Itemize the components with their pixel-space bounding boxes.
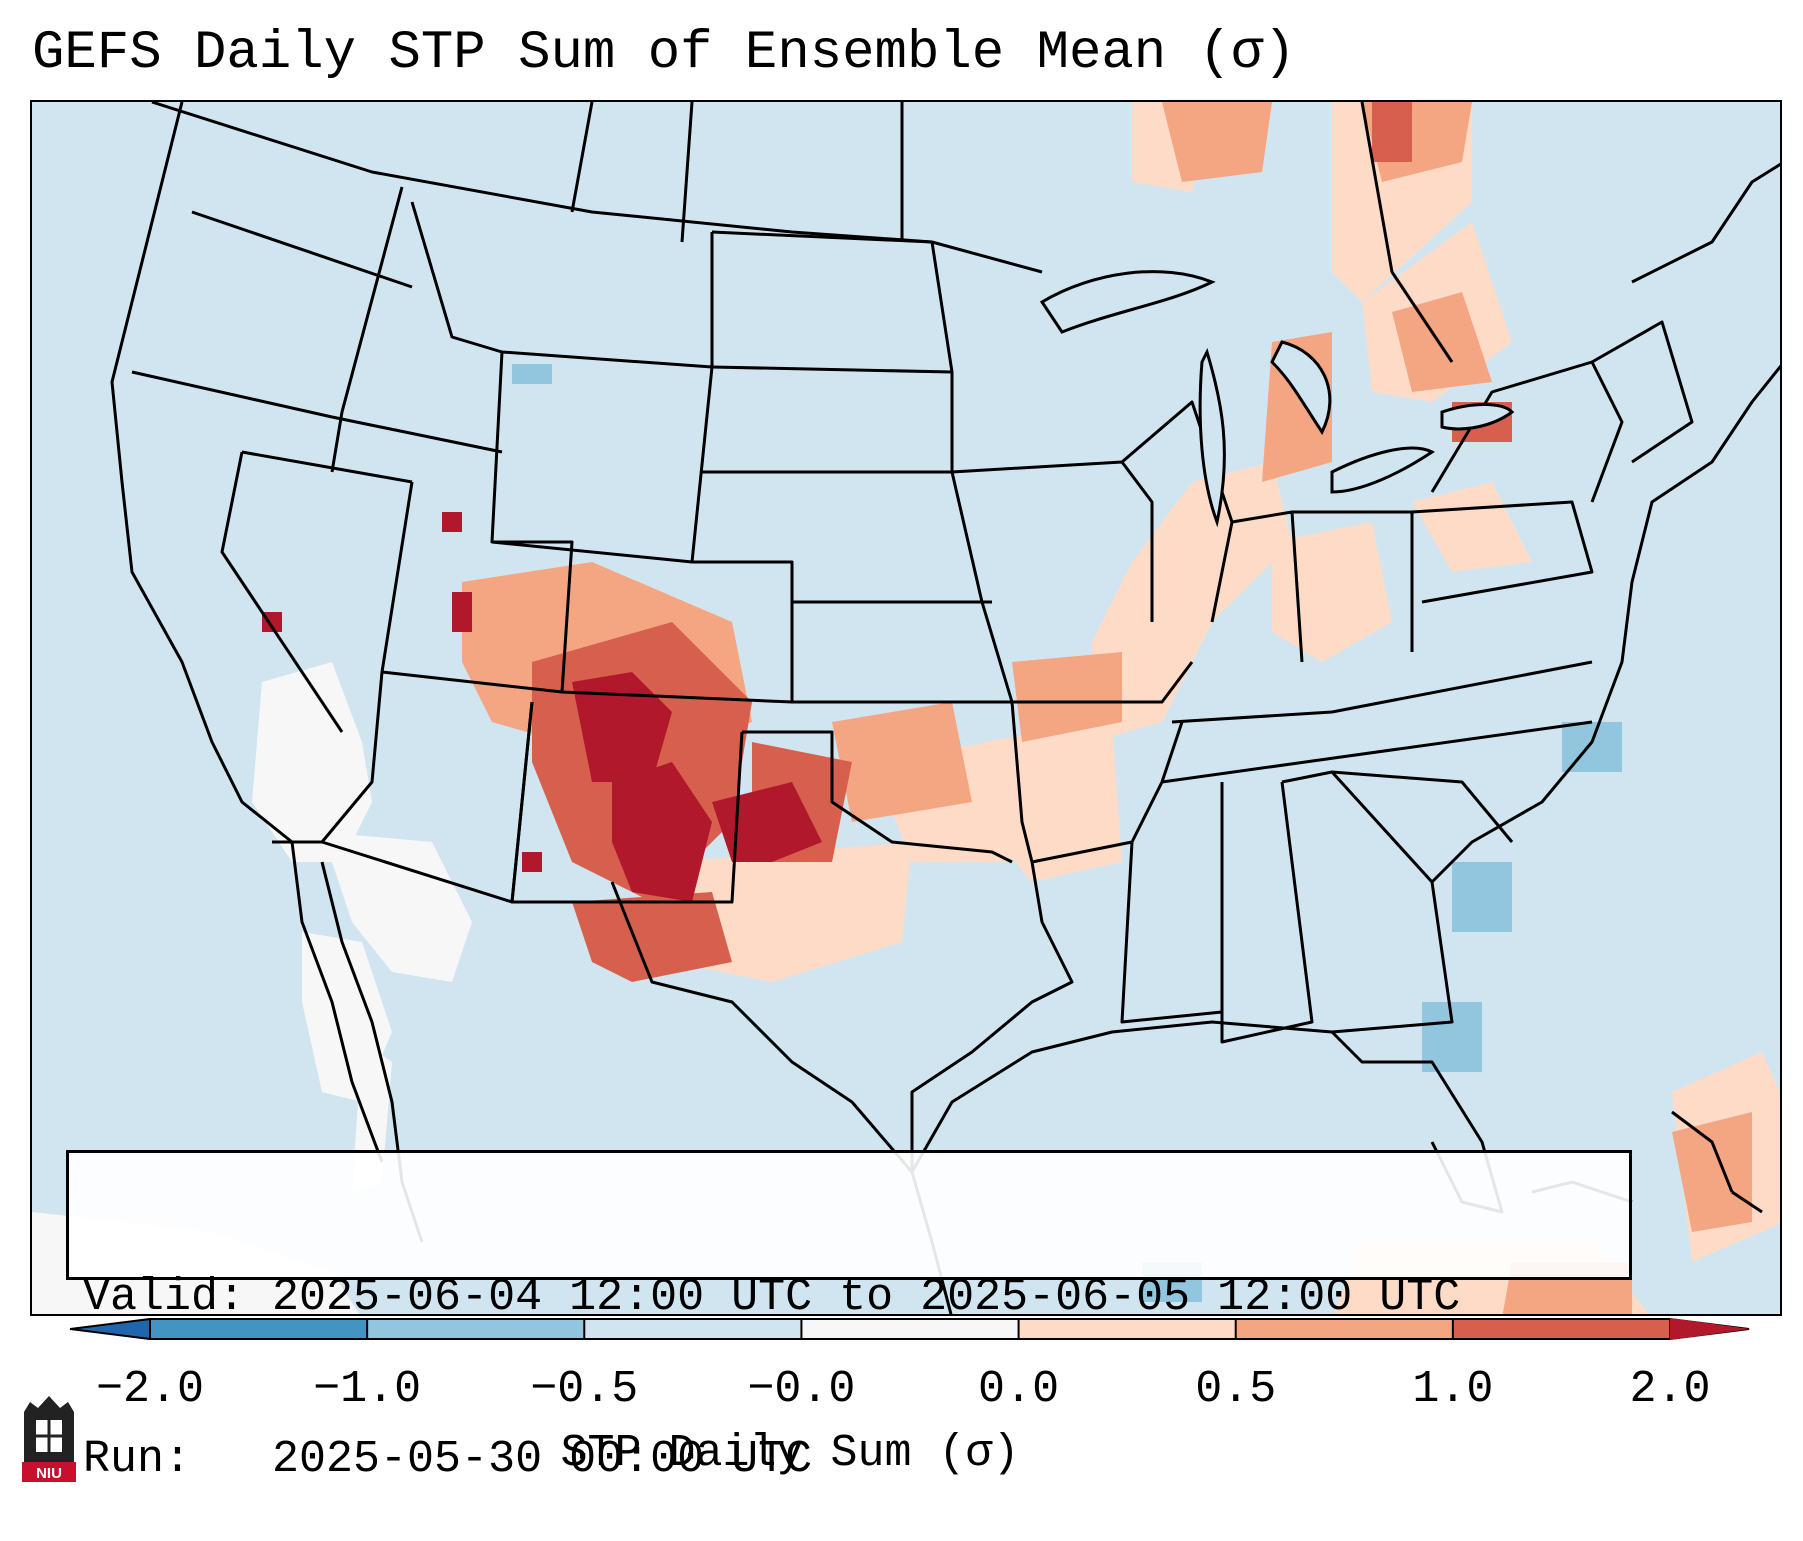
colorbar-segments xyxy=(70,1318,1750,1340)
light-positive-areas xyxy=(672,102,1780,1314)
nevada-north-border xyxy=(241,450,413,484)
wa-or-border xyxy=(191,210,413,289)
missouri-arkansas-border xyxy=(1012,661,1194,704)
valid-time-text: Valid: 2025-06-04 12:00 UTC to 2025-06-0… xyxy=(83,1272,1461,1323)
colorbar-tick-label: 0.0 xyxy=(978,1364,1060,1415)
logo-text: NIU xyxy=(36,1465,62,1482)
logo-banner xyxy=(22,1462,76,1482)
texas-border xyxy=(610,861,1074,1174)
run-time-text: Run: 2025-05-30 00:00 UTC xyxy=(83,1434,813,1485)
tennessee-south-border xyxy=(1161,720,1593,784)
colorbar-segment xyxy=(584,1318,802,1340)
negative-cell-montana xyxy=(512,364,552,384)
positive-area-ohio-valley xyxy=(1092,462,1292,742)
extreme-cell-idaho xyxy=(442,512,462,532)
arkansas-louisiana-border xyxy=(1031,721,1184,864)
colorbar-segment xyxy=(801,1318,1020,1340)
idaho-west-border xyxy=(330,186,404,473)
carolina-border xyxy=(1331,770,1514,843)
canada-border-west xyxy=(151,102,1043,274)
north-dakota-north xyxy=(711,230,933,244)
lake-huron xyxy=(1270,340,1332,435)
oklahoma-texas-border xyxy=(742,730,1013,864)
chart-title: GEFS Daily STP Sum of Ensemble Mean (σ) xyxy=(32,23,1296,84)
ontario-quebec-border xyxy=(1360,102,1454,363)
nd-sd-border xyxy=(711,365,953,374)
alberta-saskatchewan-border xyxy=(570,102,594,213)
coastlines xyxy=(110,102,1780,1314)
extreme-cell-new-mexico xyxy=(522,852,542,872)
california-nevada-border xyxy=(220,451,344,733)
extreme-area-oklahoma-panhandle xyxy=(572,672,672,782)
wyoming-border xyxy=(490,351,714,564)
medium-area-missouri xyxy=(1012,652,1122,742)
alabama-border xyxy=(1220,781,1314,1044)
negative-area-carolinas xyxy=(1452,862,1512,932)
idaho-south-border xyxy=(331,415,503,454)
or-ca-border xyxy=(131,370,333,419)
colorbar-tick-label: −0.0 xyxy=(747,1364,856,1415)
new-england-border xyxy=(1591,320,1694,464)
colorbar xyxy=(70,1318,1750,1340)
colorbar-tick-label: 1.0 xyxy=(1412,1364,1494,1415)
neutral-area-arizona xyxy=(322,832,472,982)
canadian-maritime-coast xyxy=(1631,162,1780,284)
atlantic-coast xyxy=(1430,364,1780,884)
colorbar-segment xyxy=(1235,1318,1454,1340)
iowa-border xyxy=(951,460,1154,622)
saskatchewan-manitoba-border xyxy=(680,102,694,243)
colorbar-tick-label: −0.5 xyxy=(530,1364,639,1415)
extreme-positive-areas xyxy=(262,512,822,902)
extreme-area-texas-panhandle xyxy=(612,762,712,902)
lake-superior xyxy=(1039,270,1216,334)
strong-cell-quebec xyxy=(1372,102,1412,162)
bahamas-south xyxy=(1731,1190,1763,1214)
colorbar-tick-label: 2.0 xyxy=(1629,1364,1711,1415)
colorbar-extend-low xyxy=(70,1318,150,1340)
positive-area-pennsylvania xyxy=(1412,482,1532,572)
pennsylvania-border xyxy=(1411,500,1594,604)
medium-area-oklahoma xyxy=(832,702,972,822)
pacific-coast xyxy=(110,102,384,1163)
colorbar-tick-label: 0.5 xyxy=(1195,1364,1277,1415)
lake-erie xyxy=(1330,446,1435,494)
mississippi-border xyxy=(1120,841,1223,1024)
stp-map xyxy=(32,102,1780,1314)
neutral-area-california xyxy=(252,662,372,862)
extreme-cell-utah xyxy=(452,592,472,632)
colorbar-tick-label: −1.0 xyxy=(313,1364,422,1415)
colorbar-label: STP Daily Sum (σ) xyxy=(560,1428,1020,1479)
valid-run-info-box: Valid: 2025-06-04 12:00 UTC to 2025-06-0… xyxy=(66,1150,1632,1485)
tennessee-north-border xyxy=(1171,660,1593,724)
medium-area-ontario xyxy=(1162,102,1272,182)
colorbar-tick-label: −2.0 xyxy=(95,1364,205,1415)
gulf-coast xyxy=(910,1020,1333,1173)
colorbar-segment xyxy=(1018,1318,1237,1340)
colorado-border xyxy=(561,560,794,704)
colorbar-segment xyxy=(367,1318,585,1340)
lake-michigan xyxy=(1198,347,1226,528)
midwest-west-border xyxy=(930,241,1034,863)
positive-area-ohio xyxy=(1272,522,1392,662)
colorbar-segment xyxy=(1452,1318,1671,1340)
colorbar-extend-high xyxy=(1670,1318,1750,1340)
strong-area-west-texas xyxy=(572,892,732,982)
negative-area-delmarva xyxy=(1562,722,1622,772)
new-mexico-border xyxy=(510,701,744,904)
bahamas-outline xyxy=(1671,1110,1734,1193)
map-panel xyxy=(30,100,1782,1316)
colorbar-segment xyxy=(150,1318,368,1340)
medium-area-new-york xyxy=(1392,292,1492,392)
medium-area-bahamas xyxy=(1672,1112,1752,1232)
lake-ontario xyxy=(1440,403,1515,431)
niu-logo: NIU xyxy=(22,1396,76,1482)
great-lakes xyxy=(1039,270,1515,528)
extreme-area-sw-oklahoma xyxy=(712,782,822,862)
state-boundaries xyxy=(131,102,1694,1214)
